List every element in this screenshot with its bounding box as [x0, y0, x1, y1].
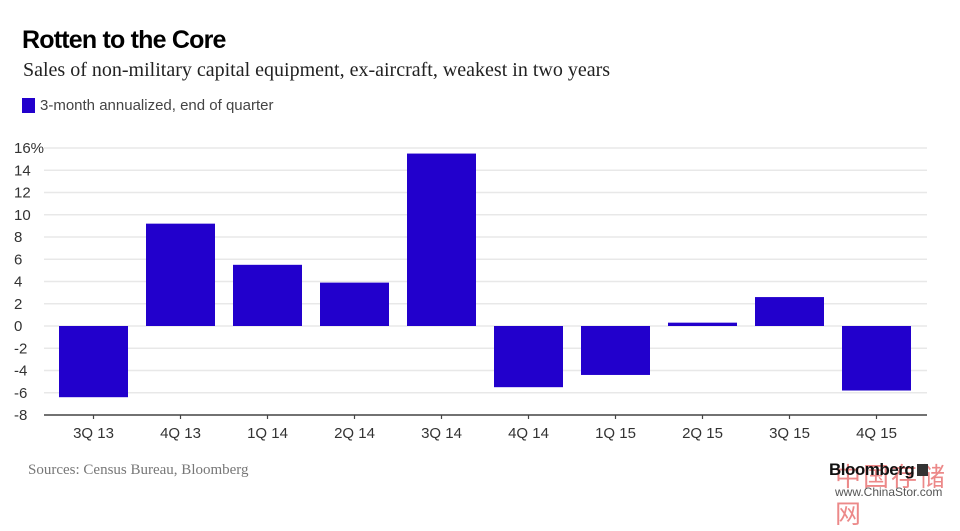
- y-tick-label: 10: [14, 207, 31, 224]
- watermark-url: www.ChinaStor.com: [835, 485, 943, 499]
- bar-4q-15: [842, 326, 911, 391]
- bar-3q-15: [755, 297, 824, 326]
- x-tick-label: 3Q 14: [421, 425, 462, 442]
- bloomberg-logo: Bloomberg: [829, 460, 929, 480]
- y-tick-label: -4: [14, 363, 27, 380]
- bar-3q-13: [59, 326, 128, 398]
- x-tick-label: 3Q 15: [769, 425, 810, 442]
- y-tick-label: 14: [14, 162, 31, 179]
- y-tick-label: 12: [14, 185, 31, 202]
- y-tick-label: 16%: [14, 140, 44, 157]
- bar-chart: 16% 14 12 10 8 6 4 2 0 -2 -4 -6 -8 3Q 13 4Q 13 1Q 14 2Q…: [14, 140, 927, 442]
- x-tick-label: 2Q 14: [334, 425, 375, 442]
- y-tick-label: 8: [14, 229, 22, 246]
- bar-1q-15: [581, 326, 650, 375]
- legend-swatch: [22, 98, 35, 113]
- bar-1q-14: [233, 264, 302, 326]
- y-axis-ticks: 16% 14 12 10 8 6 4 2 0 -2 -4 -6 -8: [14, 140, 44, 424]
- bars: [59, 153, 911, 398]
- x-axis: 3Q 13 4Q 13 1Q 14 2Q 14 3Q 14 4Q 14 1Q 15 2Q 15…: [44, 414, 927, 442]
- x-tick-label: 4Q 13: [160, 425, 201, 442]
- y-tick-label: -2: [14, 340, 27, 357]
- x-tick-label: 4Q 15: [856, 425, 897, 442]
- y-tick-label: 2: [14, 296, 22, 313]
- y-tick-label: -8: [14, 407, 27, 424]
- bar-2q-14: [320, 282, 389, 326]
- source-note: Sources: Census Bureau, Bloomberg: [28, 462, 249, 478]
- x-tick-label: 2Q 15: [682, 425, 723, 442]
- bar-4q-13: [146, 223, 215, 326]
- bar-4q-14: [494, 326, 563, 388]
- bar-3q-14: [407, 153, 476, 326]
- x-tick-label: 3Q 13: [73, 425, 114, 442]
- y-tick-label: 4: [14, 274, 22, 291]
- brand-label: Bloomberg: [829, 460, 915, 479]
- chart-title: Rotten to the Core: [22, 26, 226, 54]
- x-tick-label: 4Q 14: [508, 425, 549, 442]
- legend-label: 3-month annualized, end of quarter: [40, 97, 274, 114]
- legend: 3-month annualized, end of quarter: [22, 97, 274, 114]
- chart-subtitle: Sales of non-military capital equipment,…: [23, 59, 611, 81]
- y-tick-label: 6: [14, 251, 22, 268]
- x-tick-label: 1Q 15: [595, 425, 636, 442]
- bloomberg-icon: [917, 464, 929, 476]
- gridlines: [44, 147, 927, 394]
- y-tick-label: -6: [14, 385, 27, 402]
- y-tick-label: 0: [14, 318, 22, 335]
- bar-2q-15: [668, 322, 737, 326]
- x-tick-label: 1Q 14: [247, 425, 288, 442]
